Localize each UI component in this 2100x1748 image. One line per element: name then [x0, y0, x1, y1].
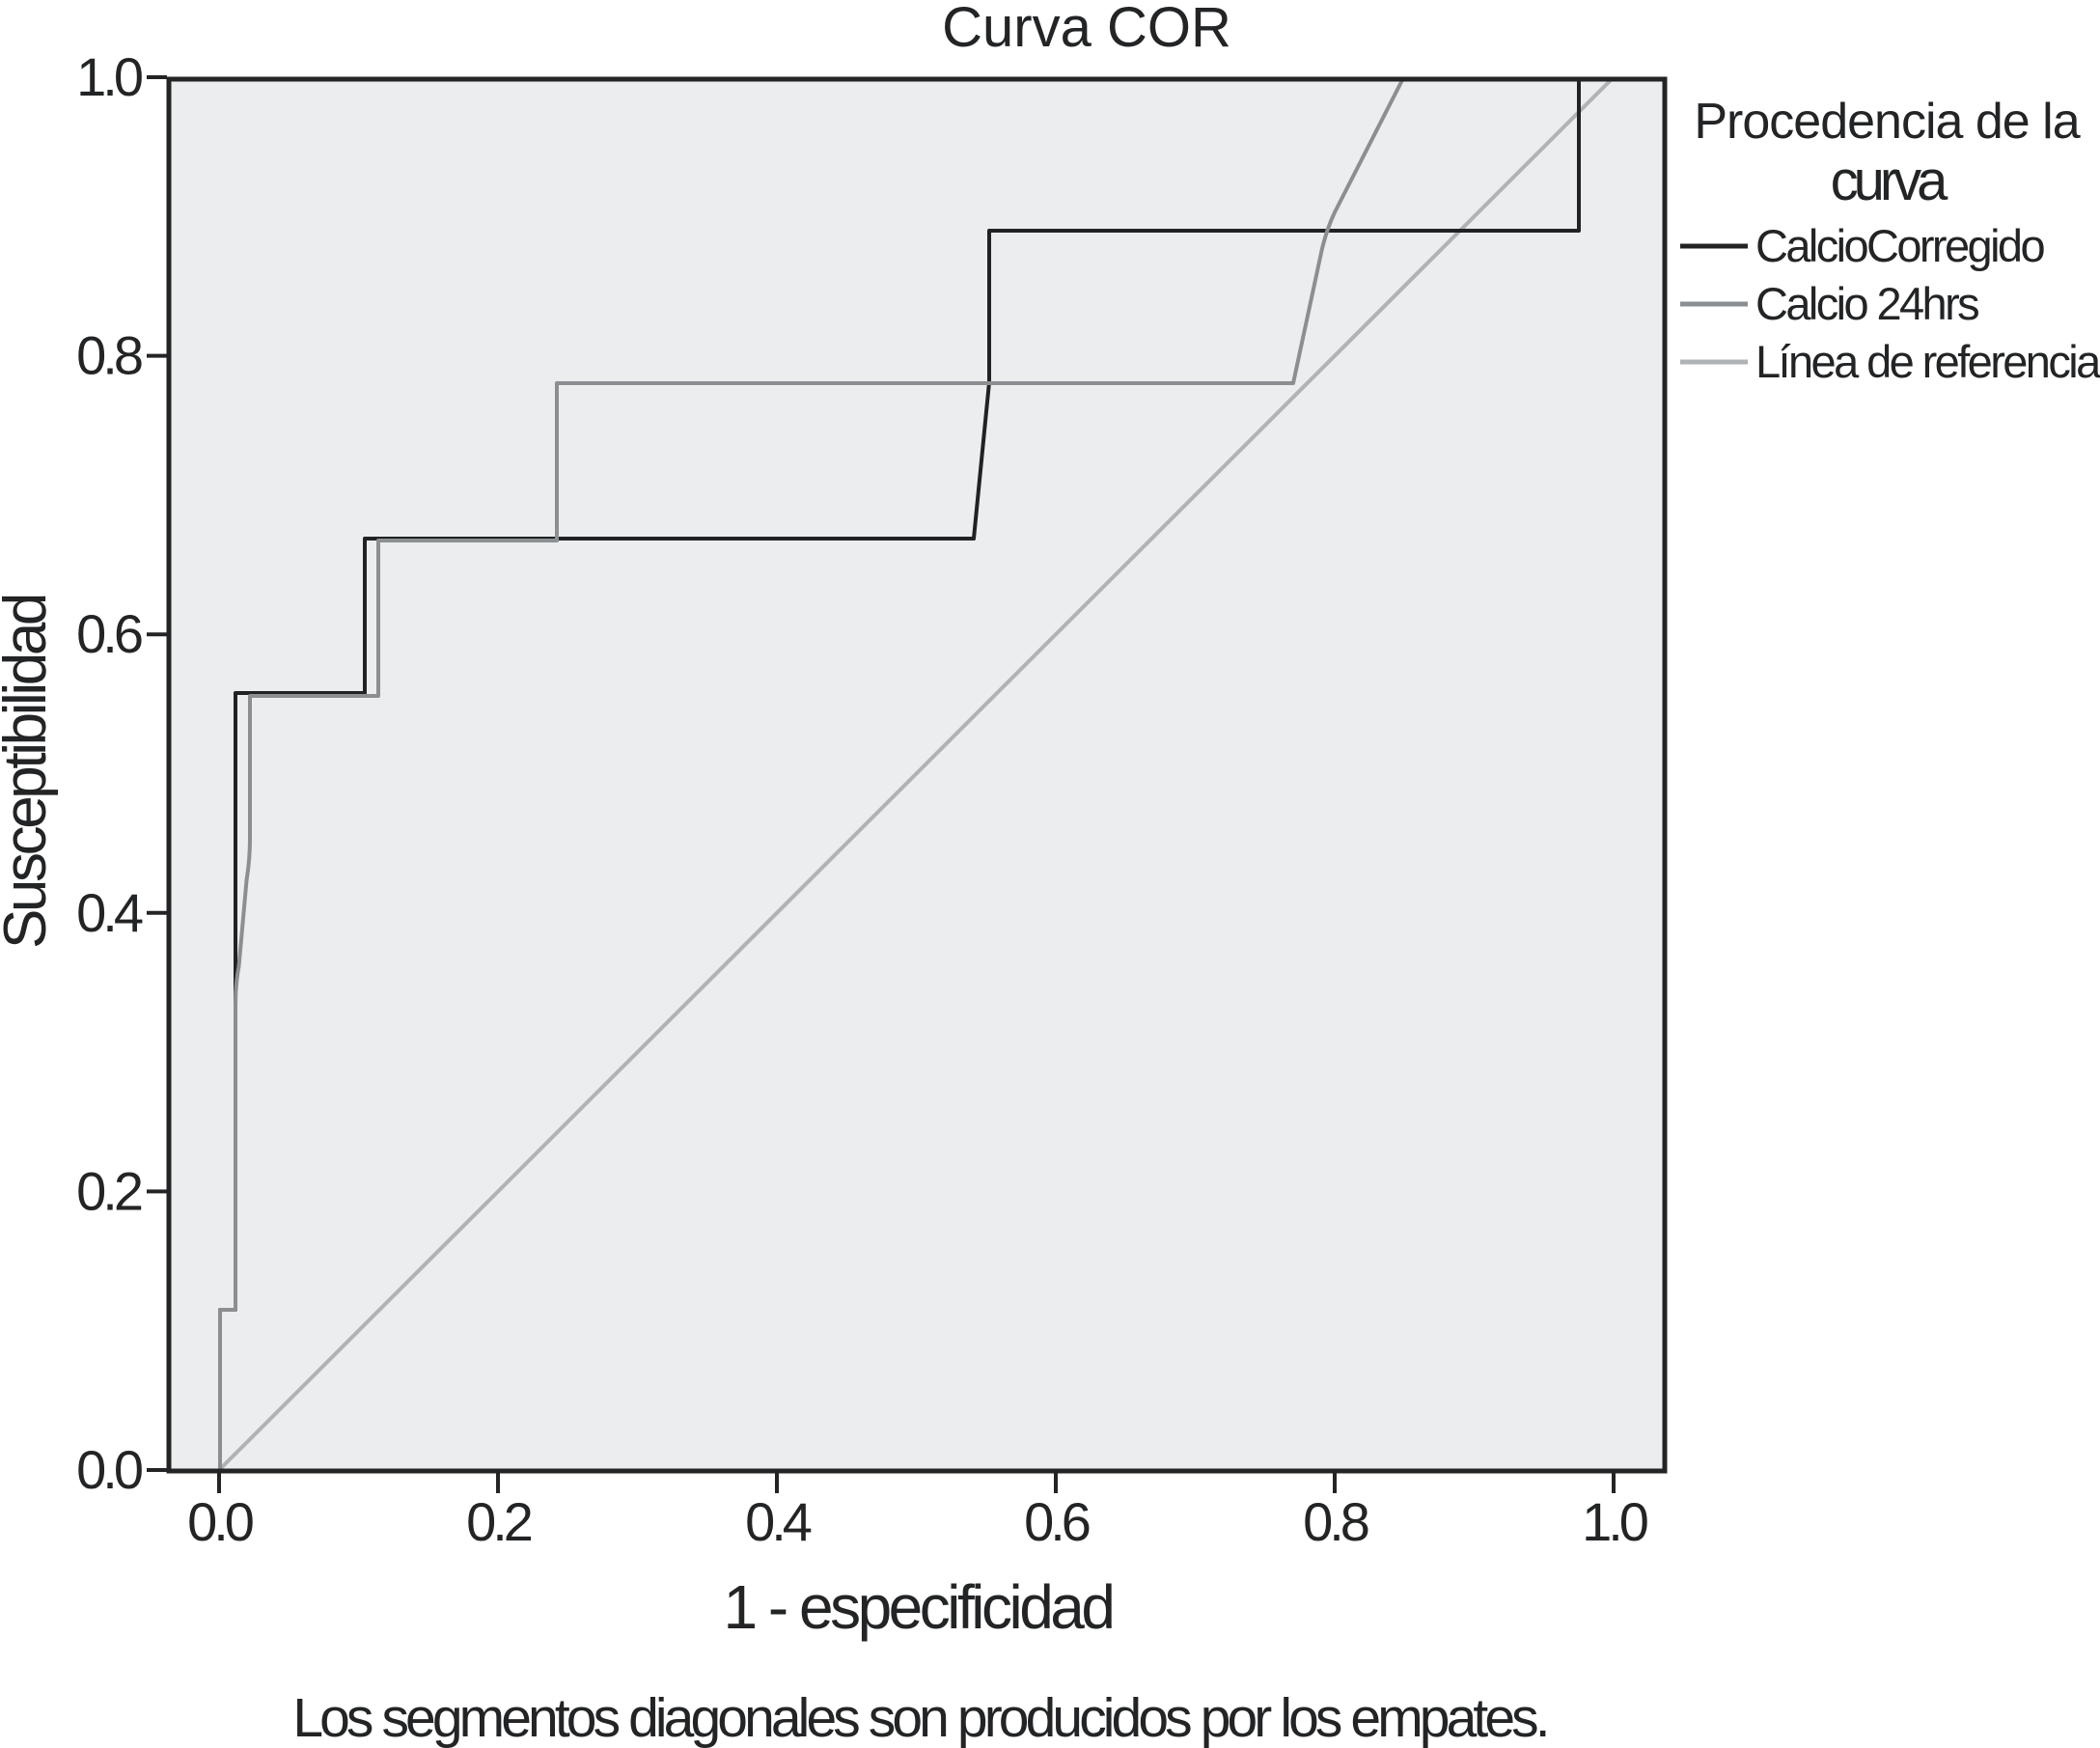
- svg-text:Procedencia de la: Procedencia de la: [1694, 94, 2080, 150]
- svg-text:0.6: 0.6: [1024, 1491, 1090, 1552]
- svg-text:1.0: 1.0: [76, 46, 142, 107]
- svg-text:0.2: 0.2: [76, 1160, 142, 1221]
- svg-text:0.6: 0.6: [76, 603, 142, 664]
- svg-text:1.0: 1.0: [1582, 1491, 1647, 1552]
- svg-text:curva: curva: [1831, 150, 1949, 212]
- svg-text:0.8: 0.8: [1303, 1491, 1368, 1552]
- svg-text:Línea de referencia: Línea de referencia: [1755, 336, 2100, 387]
- svg-text:0.4: 0.4: [76, 882, 143, 943]
- svg-text:0.8: 0.8: [76, 325, 142, 386]
- svg-text:Susceptibilidad: Susceptibilidad: [0, 596, 59, 949]
- svg-text:1 - especificidad: 1 - especificidad: [724, 1572, 1113, 1642]
- svg-text:Calcio 24hrs: Calcio 24hrs: [1755, 278, 1978, 329]
- svg-text:0.0: 0.0: [76, 1439, 142, 1500]
- svg-text:Los segmentos diagonales son p: Los segmentos diagonales son producidos …: [292, 1687, 1546, 1748]
- svg-text:Curva COR: Curva COR: [942, 0, 1231, 59]
- svg-text:0.0: 0.0: [187, 1491, 253, 1552]
- svg-text:0.4: 0.4: [745, 1491, 812, 1552]
- svg-text:0.2: 0.2: [466, 1491, 532, 1552]
- svg-text:CalcioCorregido: CalcioCorregido: [1755, 220, 2044, 271]
